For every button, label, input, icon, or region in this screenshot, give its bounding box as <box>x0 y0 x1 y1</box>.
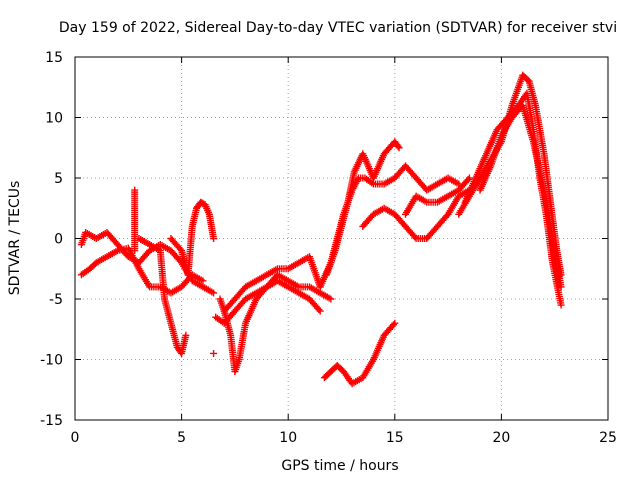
x-tick-label: 5 <box>177 430 186 446</box>
chart-title: Day 159 of 2022, Sidereal Day-to-day VTE… <box>59 20 617 36</box>
series-track-g <box>212 277 324 327</box>
data-point <box>411 233 419 241</box>
data-point <box>327 295 335 303</box>
y-axis-label: SDTVAR / TECUs <box>7 181 23 296</box>
y-tick-label: -10 <box>40 353 63 369</box>
series-track-e <box>216 271 335 376</box>
y-tick-label: 10 <box>45 111 63 127</box>
y-tick-label: 15 <box>45 50 63 66</box>
data-point <box>557 301 565 309</box>
data-point <box>389 321 397 329</box>
data-point <box>395 144 403 152</box>
data-point <box>394 142 402 150</box>
y-tick-label: 0 <box>54 232 63 248</box>
data-point <box>210 289 218 297</box>
axis-ticks <box>74 56 609 421</box>
series-track-b <box>77 244 207 297</box>
data-point <box>465 174 473 182</box>
y-tick-label: -15 <box>40 413 63 429</box>
series-rise-4 <box>401 174 473 218</box>
data-point <box>464 176 472 184</box>
data-point <box>182 331 190 339</box>
data-point <box>199 277 207 285</box>
series-peak-3 <box>476 101 565 291</box>
series-spike-2.8 <box>131 186 139 255</box>
y-tick-label: -5 <box>49 292 63 308</box>
x-axis-label: GPS time / hours <box>281 458 398 474</box>
data-points <box>77 71 565 388</box>
x-tick-label: 25 <box>599 430 617 446</box>
x-tick-label: 0 <box>71 430 80 446</box>
data-point <box>557 283 565 291</box>
series-track-c <box>135 235 190 357</box>
x-tick-label: 20 <box>492 430 510 446</box>
data-point <box>316 307 324 315</box>
data-point <box>176 245 184 253</box>
tick-labels: 0 5 10 15 20 25 -15 -10 -5 0 5 10 15 <box>40 50 617 446</box>
data-point <box>131 247 139 255</box>
series-rise-3 <box>359 186 473 242</box>
series-rise-2 <box>323 138 403 279</box>
data-point <box>210 349 218 357</box>
series-low-arc <box>320 319 399 388</box>
data-point <box>391 319 399 327</box>
x-tick-label: 15 <box>386 430 404 446</box>
y-tick-label: 5 <box>54 171 63 187</box>
series-track-f <box>220 253 324 315</box>
series-track-d <box>167 198 218 279</box>
data-point <box>315 306 323 314</box>
x-tick-label: 10 <box>279 430 297 446</box>
data-point <box>210 235 218 242</box>
series-isolated <box>210 349 218 357</box>
